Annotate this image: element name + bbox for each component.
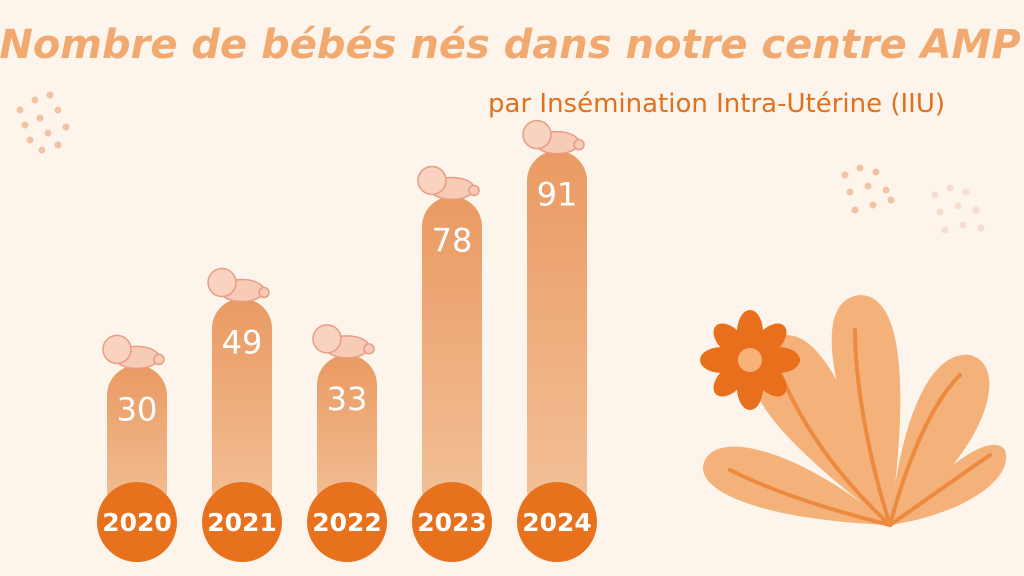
year-badge (412, 482, 492, 562)
bar (107, 365, 167, 520)
year-badge (97, 482, 177, 562)
year-badge (517, 482, 597, 562)
baby-head (207, 267, 237, 298)
baby-head (522, 119, 552, 150)
chart-subtitle: par Insémination Intra-Utérine (IIU) (488, 89, 945, 119)
bar (317, 354, 377, 520)
value-label: 33 (327, 380, 368, 418)
value-label: 78 (432, 221, 473, 259)
value-label: 30 (117, 390, 158, 428)
bar (527, 150, 587, 520)
baby-foot (153, 353, 165, 366)
baby-icon (312, 324, 375, 359)
x-tick-label: 2021 (207, 508, 277, 537)
baby-head (312, 324, 342, 354)
baby-icon (207, 267, 270, 303)
x-tick-label: 2022 (312, 508, 382, 537)
value-label: 91 (537, 176, 578, 214)
baby-head (417, 165, 447, 196)
dots-decoration (931, 184, 985, 234)
bar (422, 196, 482, 520)
year-badge (307, 482, 387, 562)
bar (212, 298, 272, 520)
chart-title: Nombre de bébés nés dans notre centre AM… (0, 22, 1021, 68)
baby-foot (573, 138, 585, 151)
x-tick-label: 2020 (102, 508, 172, 537)
x-tick-label: 2023 (417, 508, 487, 537)
baby-icon (522, 119, 585, 155)
baby-icon (417, 165, 480, 201)
baby-foot (468, 184, 480, 197)
baby-foot (258, 286, 270, 299)
dots-decoration (16, 91, 895, 214)
leaf-decoration (700, 295, 1007, 527)
baby-head (102, 334, 132, 365)
value-label: 49 (222, 324, 263, 362)
baby-foot (363, 343, 375, 355)
baby-icon (102, 334, 165, 370)
year-badge (202, 482, 282, 562)
x-tick-label: 2024 (522, 508, 592, 537)
